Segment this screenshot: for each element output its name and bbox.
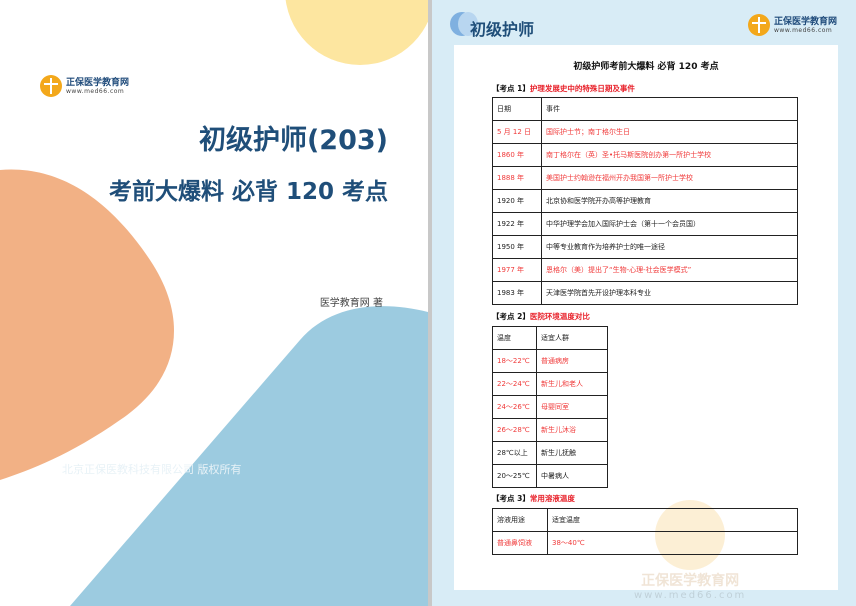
content-page: 初级护师 正保医学教育网 www.med66.com 初级护师考前大爆料 必背 1… bbox=[432, 0, 856, 606]
table-cell: 美国护士约翰逊在福州开办我国第一所护士学校 bbox=[541, 166, 798, 190]
header-cell: 适宜人群 bbox=[536, 326, 608, 350]
table-cell: 1888 年 bbox=[492, 166, 542, 190]
table-header-row: 温度 适宜人群 bbox=[492, 326, 608, 350]
table-row: 1983 年天津医学院首先开设护理本科专业 bbox=[492, 281, 798, 305]
table-row: 1950 年中等专业教育作为培养护士的唯一途径 bbox=[492, 235, 798, 259]
table-row: 26～28℃ 新生儿沐浴 bbox=[492, 418, 608, 442]
table-cell: 1977 年 bbox=[492, 258, 542, 282]
table-cell: 天津医学院首先开设护理本科专业 bbox=[541, 281, 798, 305]
table-cell: 普通病房 bbox=[536, 349, 608, 373]
page-divider bbox=[428, 0, 432, 606]
cover-logo: 正保医学教育网 www.med66.com bbox=[40, 75, 129, 97]
table-row: 1977 年恩格尔（美）提出了“生物-心理-社会医学模式” bbox=[492, 258, 798, 282]
logo-name: 正保医学教育网 bbox=[66, 77, 130, 88]
table-cell: 5 月 12 日 bbox=[492, 120, 542, 144]
table-cell: 恩格尔（美）提出了“生物-心理-社会医学模式” bbox=[541, 258, 798, 282]
table-row: 1922 年中华护理学会加入国际护士会（第十一个会员国） bbox=[492, 212, 798, 236]
table-row: 普通鼻饲液 38～40℃ bbox=[492, 531, 798, 555]
table-row: 5 月 12 日国际护士节；南丁格尔生日 bbox=[492, 120, 798, 144]
table-row: 1888 年美国护士约翰逊在福州开办我国第一所护士学校 bbox=[492, 166, 798, 190]
table-cell: 1860 年 bbox=[492, 143, 542, 167]
section-1-heading: 【考点 1】护理发展史中的特殊日期及事件 bbox=[492, 84, 635, 93]
table-cell: 新生儿抚触 bbox=[536, 441, 608, 465]
table-cell: 国际护士节；南丁格尔生日 bbox=[541, 120, 798, 144]
table-cell: 22～24℃ bbox=[492, 372, 537, 396]
table-row: 22～24℃ 新生儿和老人 bbox=[492, 372, 608, 396]
table-row: 24～26℃ 母婴同室 bbox=[492, 395, 608, 419]
table-cell: 18～22℃ bbox=[492, 349, 537, 373]
header-circle-icon-2 bbox=[458, 12, 478, 36]
table-cell: 1922 年 bbox=[492, 212, 542, 236]
table-cell: 28℃以上 bbox=[492, 441, 537, 465]
blue-shape bbox=[70, 306, 428, 606]
section-2-heading: 【考点 2】医院环境温度对比 bbox=[492, 312, 590, 321]
table-cell: 中等专业教育作为培养护士的唯一途径 bbox=[541, 235, 798, 259]
table-cell: 26～28℃ bbox=[492, 418, 537, 442]
table-cell: 普通鼻饲液 bbox=[492, 531, 548, 555]
table-cell: 38～40℃ bbox=[547, 531, 798, 555]
dates-events-table: 日期 事件 5 月 12 日国际护士节；南丁格尔生日 1860 年南丁格尔在（英）圣•… bbox=[492, 97, 798, 305]
header-cell: 日期 bbox=[492, 97, 542, 121]
watermark-name: 正保医学教育网 bbox=[641, 573, 740, 589]
header-cell: 温度 bbox=[492, 326, 537, 350]
header-cell: 适宜温度 bbox=[547, 508, 798, 532]
table-cell: 中暑病人 bbox=[536, 464, 608, 488]
table-cell: 南丁格尔在（英）圣•托马斯医院创办第一所护士学校 bbox=[541, 143, 798, 167]
table-cell: 1920 年 bbox=[492, 189, 542, 213]
header-cell: 事件 bbox=[541, 97, 798, 121]
cover-copyright: 北京正保医教科技有限公司 版权所有 bbox=[62, 463, 242, 476]
table-row: 20～25℃ 中暑病人 bbox=[492, 464, 608, 488]
header-logo: 正保医学教育网 www.med66.com bbox=[748, 14, 837, 36]
solution-temperature-table: 溶液用途 适宜温度 普通鼻饲液 38～40℃ bbox=[492, 508, 798, 555]
table-cell: 1950 年 bbox=[492, 235, 542, 259]
table-cell: 新生儿和老人 bbox=[536, 372, 608, 396]
table-header-row: 日期 事件 bbox=[492, 97, 798, 121]
logo-icon bbox=[40, 75, 62, 97]
cover-decoration bbox=[0, 0, 428, 606]
cover-author: 医学教育网 著 bbox=[319, 298, 383, 309]
table-row: 1920 年北京协和医学院开办高等护理教育 bbox=[492, 189, 798, 213]
logo-url: www.med66.com bbox=[66, 87, 125, 95]
logo-name: 正保医学教育网 bbox=[774, 16, 838, 27]
document-card: 初级护师考前大爆料 必背 120 考点 正保医学教育网 www.med66.co… bbox=[454, 45, 838, 601]
document-title: 初级护师考前大爆料 必背 120 考点 bbox=[573, 62, 719, 72]
logo-icon bbox=[748, 14, 770, 36]
table-cell: 20～25℃ bbox=[492, 464, 537, 488]
table-cell: 中华护理学会加入国际护士会（第十一个会员国） bbox=[541, 212, 798, 236]
table-cell: 新生儿沐浴 bbox=[536, 418, 608, 442]
table-header-row: 溶液用途 适宜温度 bbox=[492, 508, 798, 532]
table-row: 1860 年南丁格尔在（英）圣•托马斯医院创办第一所护士学校 bbox=[492, 143, 798, 167]
table-cell: 母婴同室 bbox=[536, 395, 608, 419]
table-cell: 北京协和医学院开办高等护理教育 bbox=[541, 189, 798, 213]
header-title: 初级护师 bbox=[470, 20, 535, 39]
temperature-table: 温度 适宜人群 18～22℃ 普通病房 22～24℃ 新生儿和老人 24～26℃ 母婴同室 26… bbox=[492, 326, 608, 488]
orange-shape bbox=[0, 169, 174, 480]
yellow-circle bbox=[285, 0, 428, 65]
section-3-heading: 【考点 3】常用溶液温度 bbox=[492, 494, 575, 503]
table-row: 28℃以上 新生儿抚触 bbox=[492, 441, 608, 465]
header-cell: 溶液用途 bbox=[492, 508, 548, 532]
cover-title: 初级护师(203) bbox=[198, 125, 388, 156]
table-row: 18～22℃ 普通病房 bbox=[492, 349, 608, 373]
cover-subtitle: 考前大爆料 必背 120 考点 bbox=[108, 179, 388, 205]
cover-page: 正保医学教育网 www.med66.com 初级护师(203) 考前大爆料 必背 … bbox=[0, 0, 428, 606]
watermark-url: www.med66.com bbox=[634, 590, 747, 601]
table-cell: 24～26℃ bbox=[492, 395, 537, 419]
logo-url: www.med66.com bbox=[774, 26, 833, 34]
table-cell: 1983 年 bbox=[492, 281, 542, 305]
